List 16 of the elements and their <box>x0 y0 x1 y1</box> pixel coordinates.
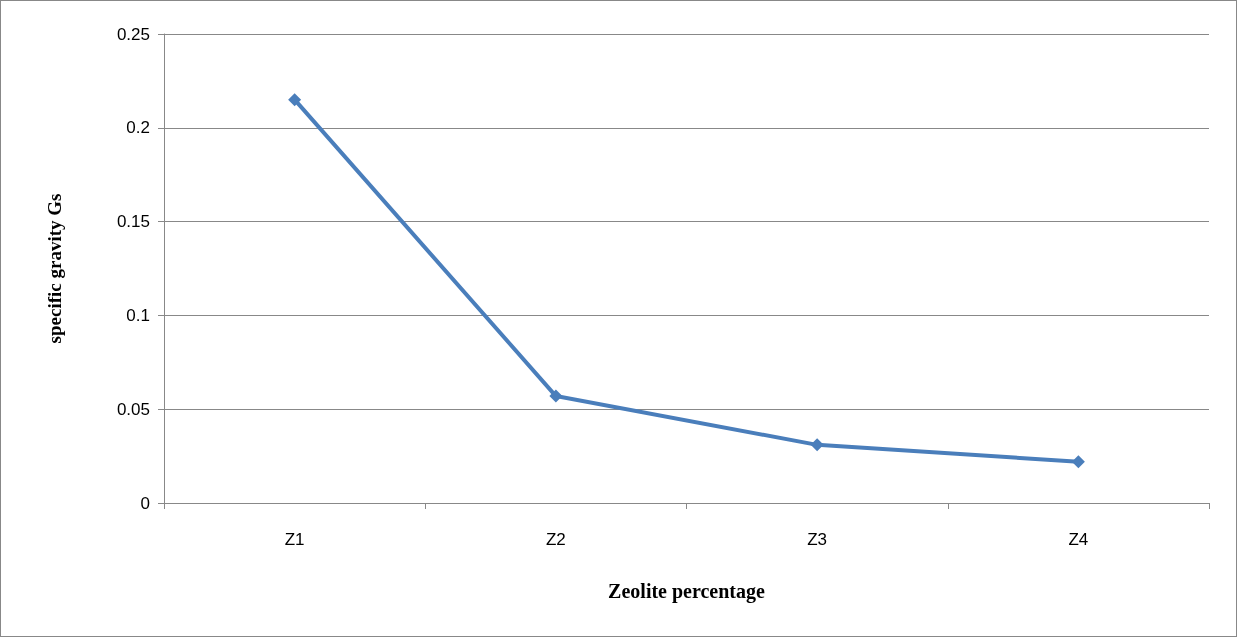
x-tick-label: Z2 <box>545 530 566 549</box>
y-tick-label: 0.05 <box>116 399 150 419</box>
y-tick-label: 0.15 <box>116 212 150 232</box>
x-tick-label: Z4 <box>1068 530 1089 549</box>
y-axis-title: specific gravity Gs <box>44 193 65 344</box>
x-tick-label: Z1 <box>284 530 305 549</box>
y-tick-label: 0 <box>140 493 150 513</box>
y-tick-label: 0.25 <box>116 24 150 44</box>
point <box>288 93 302 107</box>
y-tick-label: 0.2 <box>126 118 150 138</box>
point <box>549 389 563 403</box>
y-tick-label: 0.1 <box>126 305 150 325</box>
x-tick-label: Z3 <box>807 530 828 549</box>
point <box>810 438 824 452</box>
point <box>1071 455 1085 469</box>
x-axis-title: Zeolite percentage <box>608 580 766 603</box>
